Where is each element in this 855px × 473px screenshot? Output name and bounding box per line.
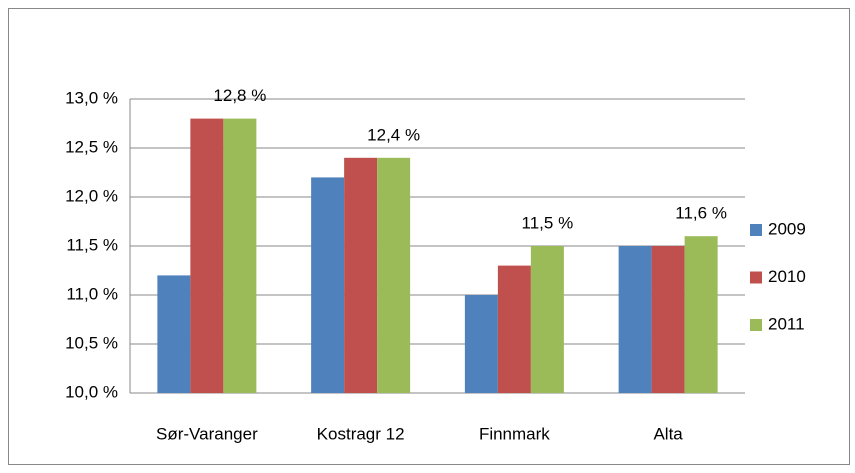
y-tick-label: 10,0 %: [65, 382, 118, 401]
bar: [651, 246, 685, 393]
legend-swatch: [750, 271, 762, 284]
y-tick-label: 11,0 %: [66, 284, 118, 303]
legend-label: 2010: [768, 267, 806, 286]
bar: [377, 157, 411, 393]
bar: [223, 118, 257, 393]
legend-swatch: [750, 319, 762, 331]
bar: [157, 275, 191, 393]
bar: [530, 246, 564, 393]
y-tick-label: 12,0 %: [65, 186, 118, 205]
bar: [684, 236, 718, 393]
data-label: 11,5 %: [522, 213, 574, 232]
bar: [464, 295, 498, 393]
legend-swatch: [750, 224, 762, 236]
chart-border: [8, 8, 850, 465]
bar: [618, 246, 652, 393]
x-tick-label: Kostragr 12: [317, 424, 405, 443]
data-label: 11,6 %: [675, 204, 727, 223]
data-label: 12,4 %: [367, 125, 420, 144]
legend-label: 2011: [768, 314, 805, 333]
x-tick-label: Sør-Varanger: [156, 424, 258, 443]
bar: [311, 177, 345, 393]
bar: [497, 265, 531, 393]
y-tick-label: 10,5 %: [65, 333, 118, 352]
y-tick-label: 11,5 %: [66, 235, 118, 254]
y-tick-label: 13,0 %: [65, 88, 118, 107]
legend-label: 2009: [768, 219, 806, 238]
x-tick-label: Alta: [653, 424, 683, 443]
y-tick-label: 12,5 %: [65, 137, 118, 156]
x-tick-label: Finnmark: [479, 424, 550, 443]
bar: [190, 118, 224, 393]
data-label: 12,8 %: [213, 86, 266, 105]
bar: [344, 157, 378, 393]
